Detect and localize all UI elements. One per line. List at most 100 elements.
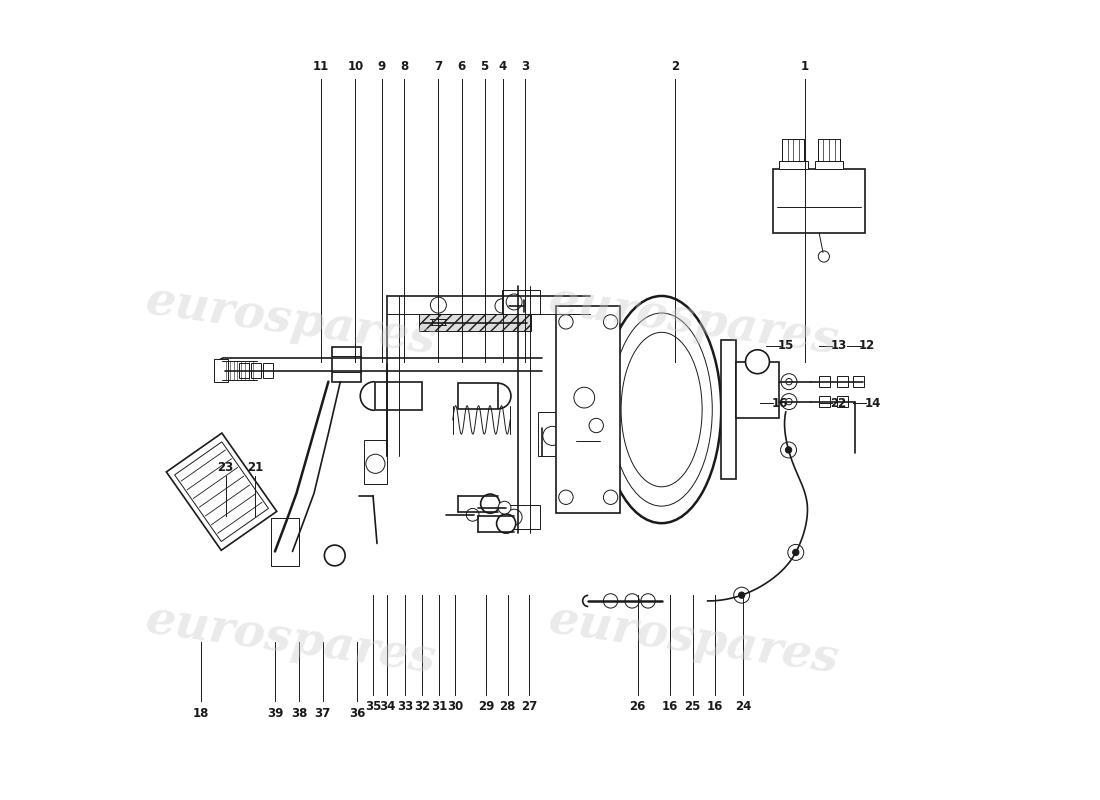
Text: 9: 9 <box>377 60 386 74</box>
Bar <box>852 376 864 387</box>
Bar <box>332 346 361 382</box>
Bar <box>773 169 865 233</box>
Circle shape <box>366 454 385 474</box>
Circle shape <box>785 398 792 405</box>
Bar <box>820 376 830 387</box>
Text: 18: 18 <box>192 707 209 720</box>
Circle shape <box>481 494 499 514</box>
Bar <box>271 518 299 566</box>
Bar <box>779 161 807 169</box>
Circle shape <box>781 394 796 410</box>
Text: 29: 29 <box>478 701 494 714</box>
Circle shape <box>506 510 522 525</box>
Circle shape <box>559 490 573 505</box>
Circle shape <box>498 502 510 514</box>
Polygon shape <box>166 433 277 550</box>
Ellipse shape <box>602 296 722 523</box>
Circle shape <box>746 350 769 374</box>
Bar <box>503 290 540 314</box>
Text: 25: 25 <box>684 701 701 714</box>
Bar <box>364 440 386 484</box>
Bar <box>538 412 565 456</box>
Circle shape <box>738 592 745 598</box>
Circle shape <box>604 490 618 505</box>
Text: 34: 34 <box>379 701 396 714</box>
Bar <box>251 362 261 378</box>
Circle shape <box>785 378 792 385</box>
Bar <box>419 314 531 331</box>
Circle shape <box>604 594 618 608</box>
Circle shape <box>430 297 447 313</box>
Text: 22: 22 <box>830 397 847 410</box>
Circle shape <box>324 545 345 566</box>
Text: 8: 8 <box>400 60 408 74</box>
Bar <box>837 376 848 387</box>
Text: 11: 11 <box>314 60 329 74</box>
Circle shape <box>590 418 604 433</box>
Circle shape <box>818 251 829 262</box>
Circle shape <box>793 550 799 555</box>
Bar <box>736 362 780 418</box>
Bar <box>239 362 249 378</box>
Text: 31: 31 <box>431 701 448 714</box>
Text: 3: 3 <box>521 60 529 74</box>
Text: 30: 30 <box>447 701 463 714</box>
Bar <box>820 396 830 407</box>
Text: 4: 4 <box>498 60 507 74</box>
Text: 27: 27 <box>521 701 538 714</box>
Bar <box>503 506 540 529</box>
Text: 36: 36 <box>349 707 365 720</box>
Text: 15: 15 <box>778 339 794 352</box>
Text: 14: 14 <box>865 397 881 410</box>
Text: 32: 32 <box>415 701 430 714</box>
Circle shape <box>625 594 639 608</box>
Circle shape <box>604 314 618 329</box>
Text: 26: 26 <box>629 701 646 714</box>
Circle shape <box>495 298 509 313</box>
Text: 1: 1 <box>801 60 810 74</box>
Text: 35: 35 <box>365 701 382 714</box>
Text: 39: 39 <box>267 707 283 720</box>
Text: 16: 16 <box>661 701 678 714</box>
Bar <box>782 138 804 161</box>
Text: 28: 28 <box>499 701 516 714</box>
Text: eurospares: eurospares <box>143 596 439 682</box>
Bar <box>375 382 422 410</box>
Text: 21: 21 <box>246 462 263 474</box>
Text: 16: 16 <box>707 701 723 714</box>
Circle shape <box>785 446 792 453</box>
Text: 16: 16 <box>771 397 788 410</box>
Circle shape <box>781 374 796 390</box>
Text: 38: 38 <box>290 707 307 720</box>
Bar <box>837 396 848 407</box>
Text: 33: 33 <box>397 701 412 714</box>
Bar <box>557 306 620 514</box>
Circle shape <box>506 294 522 310</box>
Bar <box>818 138 840 161</box>
Bar <box>815 161 844 169</box>
Circle shape <box>466 509 478 521</box>
Circle shape <box>788 545 804 560</box>
Text: 23: 23 <box>218 462 233 474</box>
Text: eurospares: eurospares <box>546 596 842 682</box>
Circle shape <box>641 594 656 608</box>
Circle shape <box>496 514 516 533</box>
Circle shape <box>559 314 573 329</box>
Text: 24: 24 <box>735 701 751 714</box>
Text: 10: 10 <box>348 60 364 74</box>
Bar <box>263 362 273 378</box>
Text: eurospares: eurospares <box>143 277 439 363</box>
Bar <box>213 358 228 382</box>
Bar <box>459 383 498 409</box>
Bar <box>722 340 736 479</box>
Circle shape <box>734 587 749 603</box>
Text: 5: 5 <box>481 60 488 74</box>
Text: 37: 37 <box>315 707 331 720</box>
Circle shape <box>574 387 595 408</box>
Text: 2: 2 <box>671 60 679 74</box>
Text: 7: 7 <box>434 60 442 74</box>
Circle shape <box>781 442 796 458</box>
Text: 13: 13 <box>830 339 847 352</box>
Text: 6: 6 <box>458 60 465 74</box>
Circle shape <box>542 426 562 446</box>
